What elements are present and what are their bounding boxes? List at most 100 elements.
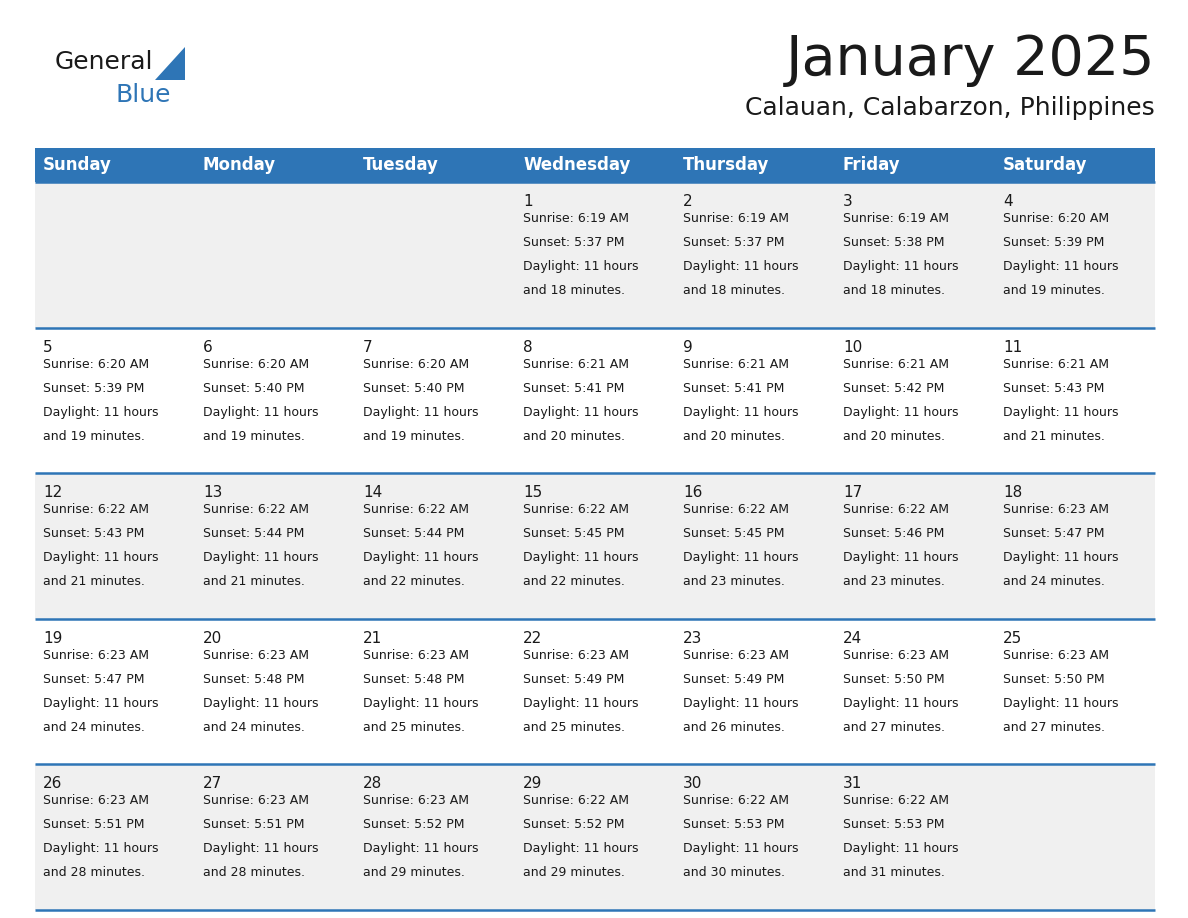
Text: 30: 30 xyxy=(683,777,702,791)
Text: and 22 minutes.: and 22 minutes. xyxy=(523,576,625,588)
Text: Sunset: 5:38 PM: Sunset: 5:38 PM xyxy=(843,236,944,249)
Bar xyxy=(355,328,516,473)
Text: Sunrise: 6:21 AM: Sunrise: 6:21 AM xyxy=(523,358,628,371)
Text: Friday: Friday xyxy=(843,156,901,174)
Bar xyxy=(996,148,1155,182)
Text: Wednesday: Wednesday xyxy=(523,156,631,174)
Text: and 25 minutes.: and 25 minutes. xyxy=(364,721,465,733)
Text: Sunrise: 6:22 AM: Sunrise: 6:22 AM xyxy=(683,503,789,516)
Bar xyxy=(355,765,516,910)
Bar xyxy=(835,765,996,910)
Bar xyxy=(516,328,675,473)
Text: Sunrise: 6:22 AM: Sunrise: 6:22 AM xyxy=(364,503,469,516)
Text: Sunrise: 6:22 AM: Sunrise: 6:22 AM xyxy=(43,503,148,516)
Text: Sunrise: 6:19 AM: Sunrise: 6:19 AM xyxy=(523,212,628,225)
Bar xyxy=(34,182,195,328)
Text: 26: 26 xyxy=(43,777,63,791)
Text: Sunset: 5:39 PM: Sunset: 5:39 PM xyxy=(1003,236,1105,249)
Text: and 29 minutes.: and 29 minutes. xyxy=(364,867,465,879)
Bar xyxy=(34,148,195,182)
Text: Sunset: 5:40 PM: Sunset: 5:40 PM xyxy=(203,382,304,395)
Text: Sunrise: 6:21 AM: Sunrise: 6:21 AM xyxy=(683,358,789,371)
Text: Daylight: 11 hours: Daylight: 11 hours xyxy=(683,697,798,710)
Text: and 18 minutes.: and 18 minutes. xyxy=(683,284,785,297)
Text: Sunset: 5:40 PM: Sunset: 5:40 PM xyxy=(364,382,465,395)
Bar xyxy=(355,148,516,182)
Text: and 24 minutes.: and 24 minutes. xyxy=(203,721,305,733)
Text: Sunset: 5:41 PM: Sunset: 5:41 PM xyxy=(523,382,625,395)
Text: Daylight: 11 hours: Daylight: 11 hours xyxy=(43,697,158,710)
Text: Daylight: 11 hours: Daylight: 11 hours xyxy=(843,260,959,273)
Text: January 2025: January 2025 xyxy=(785,33,1155,87)
Bar xyxy=(996,182,1155,328)
Text: Sunset: 5:50 PM: Sunset: 5:50 PM xyxy=(1003,673,1105,686)
Text: 7: 7 xyxy=(364,340,373,354)
Bar xyxy=(516,765,675,910)
Text: Daylight: 11 hours: Daylight: 11 hours xyxy=(683,406,798,419)
Text: Sunrise: 6:20 AM: Sunrise: 6:20 AM xyxy=(203,358,309,371)
Bar xyxy=(34,619,195,765)
Text: and 23 minutes.: and 23 minutes. xyxy=(843,576,944,588)
Bar xyxy=(195,328,355,473)
Text: Sunset: 5:48 PM: Sunset: 5:48 PM xyxy=(203,673,304,686)
Text: Daylight: 11 hours: Daylight: 11 hours xyxy=(683,551,798,565)
Text: Daylight: 11 hours: Daylight: 11 hours xyxy=(843,406,959,419)
Polygon shape xyxy=(154,47,185,80)
Text: Daylight: 11 hours: Daylight: 11 hours xyxy=(1003,260,1118,273)
Text: Sunset: 5:47 PM: Sunset: 5:47 PM xyxy=(1003,527,1105,540)
Text: 13: 13 xyxy=(203,486,222,500)
Text: Daylight: 11 hours: Daylight: 11 hours xyxy=(364,697,479,710)
Text: Sunset: 5:51 PM: Sunset: 5:51 PM xyxy=(43,819,145,832)
Text: Sunrise: 6:23 AM: Sunrise: 6:23 AM xyxy=(1003,503,1110,516)
Text: Daylight: 11 hours: Daylight: 11 hours xyxy=(43,406,158,419)
Text: and 20 minutes.: and 20 minutes. xyxy=(843,430,944,442)
Text: Daylight: 11 hours: Daylight: 11 hours xyxy=(843,697,959,710)
Text: 1: 1 xyxy=(523,194,532,209)
Text: Daylight: 11 hours: Daylight: 11 hours xyxy=(364,551,479,565)
Text: Sunrise: 6:23 AM: Sunrise: 6:23 AM xyxy=(43,794,148,808)
Text: 4: 4 xyxy=(1003,194,1012,209)
Text: Sunrise: 6:23 AM: Sunrise: 6:23 AM xyxy=(523,649,628,662)
Text: Sunrise: 6:21 AM: Sunrise: 6:21 AM xyxy=(843,358,949,371)
Text: Sunset: 5:53 PM: Sunset: 5:53 PM xyxy=(683,819,784,832)
Text: 17: 17 xyxy=(843,486,862,500)
Text: and 21 minutes.: and 21 minutes. xyxy=(203,576,305,588)
Text: Sunrise: 6:22 AM: Sunrise: 6:22 AM xyxy=(523,503,628,516)
Text: Daylight: 11 hours: Daylight: 11 hours xyxy=(523,843,638,856)
Text: and 21 minutes.: and 21 minutes. xyxy=(43,576,145,588)
Text: and 28 minutes.: and 28 minutes. xyxy=(203,867,305,879)
Bar xyxy=(34,473,195,619)
Text: and 19 minutes.: and 19 minutes. xyxy=(1003,284,1105,297)
Text: Sunrise: 6:20 AM: Sunrise: 6:20 AM xyxy=(43,358,150,371)
Text: Sunrise: 6:22 AM: Sunrise: 6:22 AM xyxy=(683,794,789,808)
Text: Sunrise: 6:19 AM: Sunrise: 6:19 AM xyxy=(683,212,789,225)
Bar xyxy=(675,765,835,910)
Bar xyxy=(996,328,1155,473)
Text: 23: 23 xyxy=(683,631,702,645)
Text: General: General xyxy=(55,50,153,74)
Text: and 27 minutes.: and 27 minutes. xyxy=(1003,721,1105,733)
Bar xyxy=(835,473,996,619)
Text: 20: 20 xyxy=(203,631,222,645)
Text: Daylight: 11 hours: Daylight: 11 hours xyxy=(203,551,318,565)
Text: and 29 minutes.: and 29 minutes. xyxy=(523,867,625,879)
Text: Sunset: 5:43 PM: Sunset: 5:43 PM xyxy=(43,527,145,540)
Text: 6: 6 xyxy=(203,340,213,354)
Text: and 31 minutes.: and 31 minutes. xyxy=(843,867,944,879)
Text: Sunset: 5:51 PM: Sunset: 5:51 PM xyxy=(203,819,304,832)
Text: 10: 10 xyxy=(843,340,862,354)
Bar xyxy=(355,182,516,328)
Bar xyxy=(355,619,516,765)
Text: and 20 minutes.: and 20 minutes. xyxy=(523,430,625,442)
Text: Sunset: 5:43 PM: Sunset: 5:43 PM xyxy=(1003,382,1105,395)
Text: Daylight: 11 hours: Daylight: 11 hours xyxy=(1003,551,1118,565)
Text: and 27 minutes.: and 27 minutes. xyxy=(843,721,944,733)
Text: Sunrise: 6:23 AM: Sunrise: 6:23 AM xyxy=(364,794,469,808)
Bar xyxy=(516,148,675,182)
Text: and 20 minutes.: and 20 minutes. xyxy=(683,430,785,442)
Text: Sunset: 5:39 PM: Sunset: 5:39 PM xyxy=(43,382,145,395)
Text: 28: 28 xyxy=(364,777,383,791)
Text: Sunrise: 6:19 AM: Sunrise: 6:19 AM xyxy=(843,212,949,225)
Text: Monday: Monday xyxy=(203,156,276,174)
Text: Sunset: 5:49 PM: Sunset: 5:49 PM xyxy=(523,673,625,686)
